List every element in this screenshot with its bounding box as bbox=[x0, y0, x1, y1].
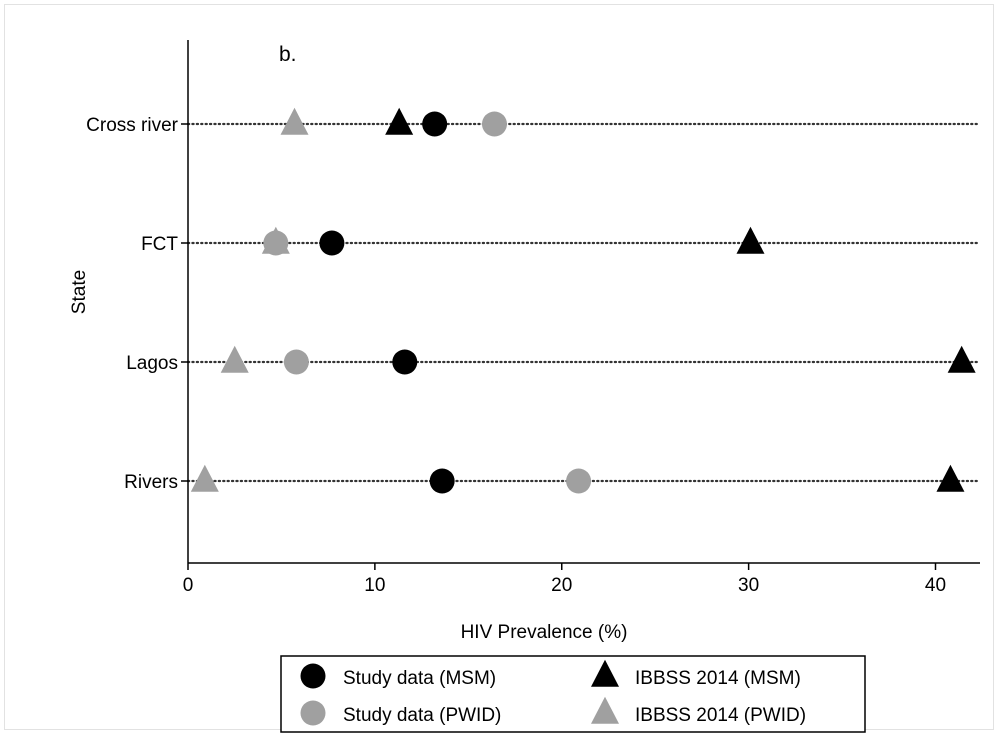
marker-layer bbox=[190, 107, 976, 494]
x-tick-label-0: 0 bbox=[183, 575, 194, 596]
marker-ibbss-2014-pwid-lagos bbox=[220, 345, 249, 373]
marker-study-data-msm-cross-river bbox=[422, 111, 448, 137]
panel-label: b. bbox=[279, 43, 297, 66]
legend-label-study-data-pwid: Study data (PWID) bbox=[343, 705, 501, 726]
marker-study-data-pwid-rivers bbox=[566, 468, 592, 494]
marker-ibbss-2014-msm-fct bbox=[736, 226, 765, 254]
legend-label-study-data-msm: Study data (MSM) bbox=[343, 668, 496, 689]
legend-symbol-ibbss-2014-msm bbox=[591, 659, 619, 687]
x-tick-label-40: 40 bbox=[925, 575, 946, 596]
marker-study-data-msm-rivers bbox=[429, 468, 455, 494]
y-tick-label-cross-river: Cross river bbox=[86, 115, 179, 136]
legend-label-ibbss-2014-msm: IBBSS 2014 (MSM) bbox=[635, 668, 801, 689]
legend-symbol-study-data-pwid bbox=[300, 700, 326, 726]
y-tick-label-rivers: Rivers bbox=[124, 472, 178, 493]
legend-symbol-ibbss-2014-pwid bbox=[591, 696, 619, 724]
marker-study-data-msm-lagos bbox=[392, 349, 418, 375]
x-tick-label-10: 10 bbox=[364, 575, 385, 596]
marker-study-data-pwid-cross-river bbox=[481, 111, 507, 137]
legend-symbol-study-data-msm bbox=[300, 663, 326, 689]
marker-study-data-msm-fct bbox=[319, 230, 345, 256]
marker-study-data-pwid-lagos bbox=[283, 349, 309, 375]
marker-ibbss-2014-pwid-cross-river bbox=[280, 107, 309, 135]
legend-label-ibbss-2014-pwid: IBBSS 2014 (PWID) bbox=[635, 705, 806, 726]
marker-ibbss-2014-msm-rivers bbox=[936, 464, 965, 492]
marker-ibbss-2014-pwid-rivers bbox=[190, 464, 219, 492]
x-tick-label-30: 30 bbox=[738, 575, 759, 596]
marker-study-data-pwid-fct bbox=[263, 230, 289, 256]
y-tick-label-fct: FCT bbox=[141, 234, 178, 255]
x-tick-label-20: 20 bbox=[551, 575, 572, 596]
y-tick-layer: Cross river FCT Lagos Rivers bbox=[86, 115, 188, 493]
y-axis-title: State bbox=[69, 270, 90, 314]
legend-box bbox=[280, 655, 866, 733]
axis-layer bbox=[187, 40, 980, 564]
legend: Study data (MSM) Study data (PWID) IBBSS 2… bbox=[280, 655, 866, 733]
y-tick-label-lagos: Lagos bbox=[126, 353, 178, 374]
x-axis-title: HIV Prevalence (%) bbox=[461, 622, 628, 643]
x-tick-layer: 0 10 20 30 40 bbox=[183, 563, 946, 596]
marker-ibbss-2014-msm-lagos bbox=[947, 345, 976, 373]
legend-items: Study data (MSM) Study data (PWID) IBBSS 2… bbox=[300, 659, 806, 726]
marker-ibbss-2014-msm-cross-river bbox=[385, 107, 414, 135]
